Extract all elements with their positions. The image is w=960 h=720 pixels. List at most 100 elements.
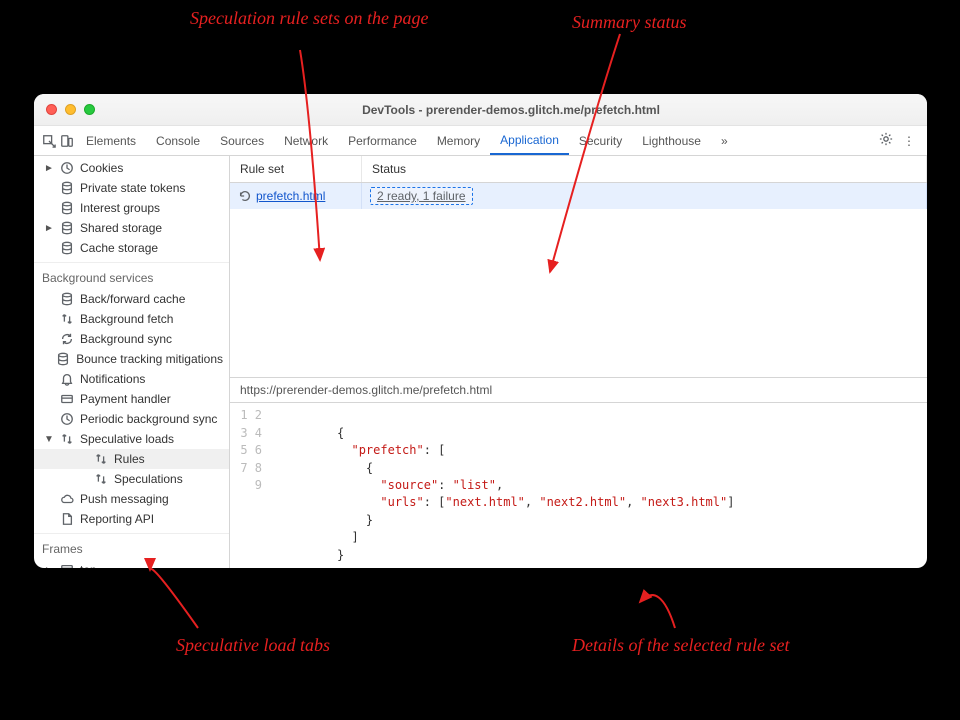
code-content: { "prefetch": [ { "source": "list", "url…: [272, 407, 927, 564]
sidebar-item-background-sync[interactable]: Background sync: [34, 329, 229, 349]
sidebar-item-label: Reporting API: [80, 512, 154, 526]
gear-icon[interactable]: [879, 132, 893, 149]
updown-icon: [94, 472, 108, 486]
sidebar-item-label: Notifications: [80, 372, 145, 386]
sidebar-item-push-messaging[interactable]: Push messaging: [34, 489, 229, 509]
tab-sources[interactable]: Sources: [210, 126, 274, 155]
sidebar-item-label: Bounce tracking mitigations: [76, 352, 223, 366]
section-frames: Frames: [34, 533, 229, 560]
table-row[interactable]: prefetch.html 2 ready, 1 failure: [230, 183, 927, 209]
db-icon: [60, 181, 74, 195]
sidebar-item-top[interactable]: ► top: [34, 560, 229, 568]
card-icon: [60, 392, 74, 406]
line-gutter: 1 2 3 4 5 6 7 8 9: [230, 407, 272, 564]
db-icon: [56, 352, 70, 366]
annotation-summary: Summary status: [572, 12, 687, 34]
frame-icon: [60, 563, 74, 568]
sidebar-item-shared-storage[interactable]: ► Shared storage: [34, 218, 229, 238]
titlebar: DevTools - prerender-demos.glitch.me/pre…: [34, 94, 927, 126]
tab-performance[interactable]: Performance: [338, 126, 427, 155]
sidebar: ► Cookies Private state tokens Interest gro…: [34, 156, 230, 568]
sidebar-item-payment-handler[interactable]: Payment handler: [34, 389, 229, 409]
db-icon: [60, 292, 74, 306]
chevron-icon: ▼: [44, 434, 54, 445]
updown-icon: [60, 432, 74, 446]
sidebar-item-back-forward-cache[interactable]: Back/forward cache: [34, 289, 229, 309]
sidebar-item-label: Private state tokens: [80, 181, 185, 195]
maximize-icon[interactable]: [84, 104, 95, 115]
tab-application[interactable]: Application: [490, 126, 569, 155]
annotation-details: Details of the selected rule set: [572, 635, 789, 657]
arrow-tabs: [150, 569, 198, 628]
chevron-icon: ►: [44, 223, 54, 234]
sidebar-item-label: Background fetch: [80, 312, 173, 326]
code-area: 1 2 3 4 5 6 7 8 9 { "prefetch": [ { "sou…: [230, 403, 927, 568]
tab-memory[interactable]: Memory: [427, 126, 490, 155]
sidebar-item-speculations[interactable]: Speculations: [34, 469, 229, 489]
devtools-window: DevTools - prerender-demos.glitch.me/pre…: [34, 94, 927, 568]
detail-url: https://prerender-demos.glitch.me/prefet…: [230, 377, 927, 403]
updown-icon: [60, 312, 74, 326]
close-icon[interactable]: [46, 104, 57, 115]
clock-icon: [60, 161, 74, 175]
reload-icon: [238, 189, 252, 203]
sync-icon: [60, 332, 74, 346]
section-background-services: Background services: [34, 262, 229, 289]
sidebar-item-label: Shared storage: [80, 221, 162, 235]
chevron-icon: ►: [44, 163, 54, 174]
sidebar-item-label: Push messaging: [80, 492, 169, 506]
db-icon: [60, 221, 74, 235]
ruleset-link[interactable]: prefetch.html: [256, 189, 325, 203]
sidebar-item-rules[interactable]: Rules: [34, 449, 229, 469]
sidebar-item-label: Cookies: [80, 161, 123, 175]
tab-network[interactable]: Network: [274, 126, 338, 155]
col-ruleset[interactable]: Rule set: [230, 156, 362, 182]
status-badge[interactable]: 2 ready, 1 failure: [370, 187, 473, 205]
window-title: DevTools - prerender-demos.glitch.me/pre…: [107, 103, 915, 117]
sidebar-item-cookies[interactable]: ► Cookies: [34, 158, 229, 178]
sidebar-item-label: Interest groups: [80, 201, 160, 215]
main-panel: Rule set Status prefetch.html 2 ready, 1…: [230, 156, 927, 568]
tab-security[interactable]: Security: [569, 126, 632, 155]
sidebar-item-label: Periodic background sync: [80, 412, 217, 426]
col-status[interactable]: Status: [362, 156, 927, 182]
inspect-icon[interactable]: [40, 132, 58, 150]
sidebar-item-speculative-loads[interactable]: ▼ Speculative loads: [34, 429, 229, 449]
devtools-tabstrip: ElementsConsoleSourcesNetworkPerformance…: [34, 126, 927, 156]
sidebar-item-label: Speculative loads: [80, 432, 174, 446]
updown-icon: [94, 452, 108, 466]
cell-status: 2 ready, 1 failure: [362, 183, 927, 209]
sidebar-item-label: top: [80, 563, 97, 568]
db-icon: [60, 201, 74, 215]
annotation-rulesets: Speculation rule sets on the page: [190, 8, 428, 30]
tab-elements[interactable]: Elements: [76, 126, 146, 155]
sidebar-item-label: Background sync: [80, 332, 172, 346]
sidebar-item-label: Speculations: [114, 472, 183, 486]
table-header: Rule set Status: [230, 156, 927, 183]
sidebar-item-bounce-tracking-mitigations[interactable]: Bounce tracking mitigations: [34, 349, 229, 369]
more-tabs[interactable]: »: [711, 126, 738, 155]
sidebar-item-label: Rules: [114, 452, 145, 466]
sidebar-item-private-state-tokens[interactable]: Private state tokens: [34, 178, 229, 198]
db-icon: [60, 241, 74, 255]
tab-console[interactable]: Console: [146, 126, 210, 155]
tab-lighthouse[interactable]: Lighthouse: [632, 126, 711, 155]
sidebar-item-reporting-api[interactable]: Reporting API: [34, 509, 229, 529]
sidebar-item-cache-storage[interactable]: Cache storage: [34, 238, 229, 258]
chevron-icon: ►: [44, 565, 54, 569]
device-icon[interactable]: [58, 132, 76, 150]
minimize-icon[interactable]: [65, 104, 76, 115]
sidebar-item-notifications[interactable]: Notifications: [34, 369, 229, 389]
annotation-tabs: Speculative load tabs: [176, 635, 330, 657]
sidebar-item-label: Cache storage: [80, 241, 158, 255]
sidebar-item-label: Payment handler: [80, 392, 171, 406]
sidebar-item-background-fetch[interactable]: Background fetch: [34, 309, 229, 329]
clock-icon: [60, 412, 74, 426]
sidebar-item-label: Back/forward cache: [80, 292, 185, 306]
sidebar-item-interest-groups[interactable]: Interest groups: [34, 198, 229, 218]
cloud-icon: [60, 492, 74, 506]
sidebar-item-periodic-background-sync[interactable]: Periodic background sync: [34, 409, 229, 429]
kebab-icon[interactable]: ⋮: [903, 134, 915, 148]
doc-icon: [60, 512, 74, 526]
cell-ruleset[interactable]: prefetch.html: [230, 183, 362, 209]
